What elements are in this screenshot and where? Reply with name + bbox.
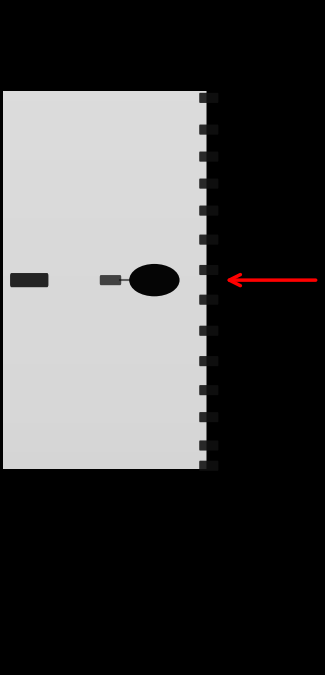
FancyBboxPatch shape — [199, 151, 218, 161]
FancyBboxPatch shape — [199, 234, 218, 244]
FancyBboxPatch shape — [199, 124, 218, 134]
FancyBboxPatch shape — [199, 460, 218, 471]
FancyBboxPatch shape — [199, 93, 218, 103]
FancyBboxPatch shape — [199, 325, 218, 335]
Bar — [3, 91, 206, 469]
FancyBboxPatch shape — [199, 441, 218, 451]
FancyBboxPatch shape — [199, 385, 218, 395]
FancyBboxPatch shape — [199, 206, 218, 216]
FancyBboxPatch shape — [199, 356, 218, 366]
FancyBboxPatch shape — [199, 294, 218, 304]
FancyBboxPatch shape — [199, 412, 218, 423]
FancyBboxPatch shape — [100, 275, 121, 285]
FancyBboxPatch shape — [199, 178, 218, 188]
FancyBboxPatch shape — [199, 265, 218, 275]
FancyBboxPatch shape — [10, 273, 48, 288]
Ellipse shape — [129, 264, 179, 296]
